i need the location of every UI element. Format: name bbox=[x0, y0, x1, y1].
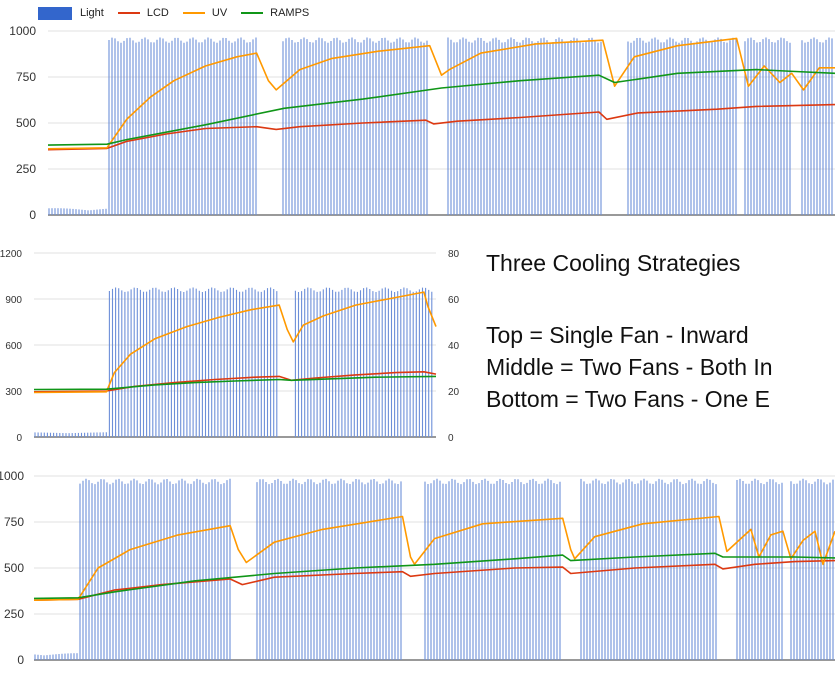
y-tick-label: 0 bbox=[17, 653, 24, 667]
legend-swatch-light bbox=[38, 6, 72, 20]
y-tick-label: 600 bbox=[5, 341, 22, 352]
series-light-bars bbox=[48, 37, 833, 215]
legend-swatch-ramps bbox=[241, 12, 264, 14]
annotation-title: Three Cooling Strategies bbox=[486, 250, 741, 276]
chart-panel-1: 1200 80 900 60 600 40 300 20 0 0 bbox=[0, 249, 460, 444]
y-tick-label: 250 bbox=[16, 162, 36, 176]
y-tick-label: 300 bbox=[5, 387, 22, 398]
legend-label-lcd: LCD bbox=[146, 7, 169, 19]
y2-tick-label: 0 bbox=[448, 433, 454, 444]
y-tick-label: 500 bbox=[4, 561, 24, 575]
y-tick-label: 500 bbox=[16, 116, 36, 130]
chart-legend: Light LCD UV RAMPS bbox=[38, 5, 323, 21]
y-tick-label: 900 bbox=[5, 295, 22, 306]
y-tick-label: 250 bbox=[4, 607, 24, 621]
y-tick-label: 1200 bbox=[0, 249, 22, 260]
legend-item-ramps: RAMPS bbox=[241, 7, 309, 19]
series-light-bars bbox=[34, 478, 834, 660]
y-tick-label: 0 bbox=[29, 208, 36, 222]
annotation-line-middle: Middle = Two Fans - Both In bbox=[486, 354, 773, 380]
y2-tick-label: 60 bbox=[448, 295, 460, 306]
annotation-line-bottom: Bottom = Two Fans - One E bbox=[486, 386, 771, 412]
series-light-bars bbox=[34, 287, 433, 437]
y2-tick-label: 20 bbox=[448, 387, 460, 398]
y2-tick-label: 80 bbox=[448, 249, 460, 260]
chart-panel-2: 1000 750 500 250 0 bbox=[0, 469, 835, 667]
y2-tick-label: 40 bbox=[448, 341, 460, 352]
legend-label-uv: UV bbox=[211, 7, 228, 19]
y-tick-label: 750 bbox=[4, 515, 24, 529]
series-lcd-line bbox=[47, 103, 835, 151]
series-ramps-line bbox=[33, 375, 437, 391]
legend-item-light: Light bbox=[38, 6, 104, 20]
series-uv-line bbox=[33, 291, 437, 394]
series-ramps-line bbox=[47, 68, 835, 146]
chart-panel-0: 1000 750 500 250 0 bbox=[9, 24, 835, 222]
y-tick-label: 1000 bbox=[0, 469, 24, 483]
y-tick-label: 1000 bbox=[9, 24, 36, 38]
annotation-line-top: Top = Single Fan - Inward bbox=[486, 322, 749, 348]
legend-swatch-lcd bbox=[117, 12, 140, 14]
series-ramps-line bbox=[33, 552, 835, 600]
series-uv-line bbox=[47, 37, 835, 150]
y-tick-label: 0 bbox=[16, 433, 22, 444]
legend-label-ramps: RAMPS bbox=[270, 7, 310, 19]
series-uv-line bbox=[33, 515, 835, 601]
legend-label-light: Light bbox=[80, 7, 104, 19]
legend-item-lcd: LCD bbox=[117, 7, 169, 19]
y-tick-label: 750 bbox=[16, 70, 36, 84]
legend-item-uv: UV bbox=[182, 7, 228, 19]
legend-swatch-uv bbox=[182, 12, 205, 14]
